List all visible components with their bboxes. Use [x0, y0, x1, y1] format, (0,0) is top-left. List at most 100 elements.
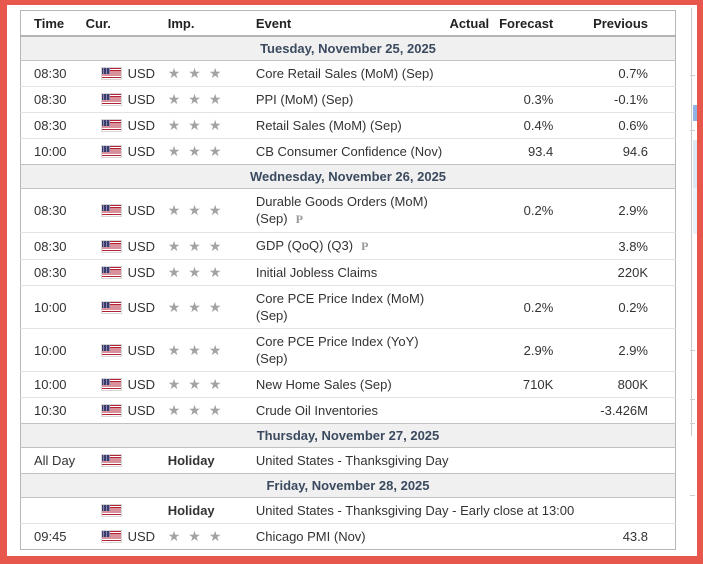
us-flag-icon: [101, 94, 121, 105]
event-currency: USD: [85, 285, 166, 329]
star-icon: ★: [188, 341, 201, 358]
event-previous: 220K: [553, 259, 676, 286]
event-row: 08:30 USD ★ ★ ★ PPI (MoM) (Sep) 0.3% -0.1%: [20, 86, 676, 113]
event-row: 08:30 USD ★ ★ ★ Initial Jobless Claims 220K: [20, 259, 676, 286]
event-title[interactable]: Chicago PMI (Nov): [255, 529, 366, 544]
us-flag-icon: [101, 505, 121, 516]
preliminary-icon: P: [361, 239, 369, 253]
event-row: 10:00 USD ★ ★ ★ CB Consumer Confidence (Nov) 9…: [20, 138, 676, 165]
star-icon: ★: [167, 65, 181, 81]
star-icon: ★: [208, 237, 222, 254]
col-header-previous: Previous: [553, 10, 676, 37]
currency-code: USD: [127, 377, 156, 392]
us-flag-icon: [101, 240, 121, 252]
star-icon: ★: [188, 65, 201, 81]
us-flag-icon: [101, 267, 121, 278]
event-title[interactable]: New Home Sales (Sep): [255, 377, 392, 392]
event-time: 10:00: [20, 285, 86, 329]
event-time: 10:00: [20, 371, 86, 398]
currency-code: USD: [127, 403, 156, 418]
flag-canton: [101, 301, 110, 308]
day-header-label: Tuesday, November 25, 2025: [20, 35, 676, 61]
event-title[interactable]: PPI (MoM) (Sep): [255, 92, 354, 107]
event-time: 08:30: [20, 232, 86, 260]
edge-tick: [690, 399, 695, 400]
event-row: Holiday United States - Thanksgiving Day …: [20, 497, 676, 524]
event-forecast: 710K: [489, 371, 554, 398]
event-forecast: 2.9%: [489, 328, 554, 372]
flag-canton: [101, 94, 110, 100]
flag-canton: [101, 68, 110, 74]
us-flag-icon: [101, 68, 121, 79]
day-header-label: Wednesday, November 26, 2025: [20, 164, 676, 189]
event-time: 08:30: [20, 259, 86, 286]
event-currency: USD: [85, 523, 166, 550]
event-name-cell: New Home Sales (Sep): [252, 371, 450, 398]
event-currency: USD: [85, 232, 166, 260]
us-flag-icon: [101, 379, 121, 390]
event-title[interactable]: Durable Goods Orders (MoM) (Sep): [255, 194, 428, 226]
event-currency: USD: [85, 397, 166, 424]
star-icon: ★: [167, 237, 181, 254]
day-header-label: Thursday, November 27, 2025: [20, 423, 676, 448]
event-currency: USD: [85, 328, 166, 372]
star-icon: ★: [208, 91, 222, 107]
event-importance: ★ ★ ★: [165, 397, 253, 424]
event-title[interactable]: Retail Sales (MoM) (Sep): [255, 118, 402, 133]
event-row: 10:30 USD ★ ★ ★ Crude Oil Inventories -3.426M: [20, 397, 676, 424]
event-previous: 2.9%: [553, 188, 676, 233]
event-forecast: [489, 259, 554, 286]
edge-tick: [690, 350, 695, 351]
event-name-cell: Retail Sales (MoM) (Sep): [252, 112, 450, 139]
event-title[interactable]: Crude Oil Inventories: [255, 403, 378, 418]
event-title[interactable]: GDP (QoQ) (Q3): [255, 238, 354, 253]
us-flag-icon: [101, 531, 121, 542]
event-row: 08:30 USD ★ ★ ★ GDP (QoQ) (Q3) P 3.8%: [20, 232, 676, 260]
us-flag-icon: [101, 301, 121, 313]
us-flag-icon: [101, 344, 121, 356]
event-row: 10:00 USD ★ ★ ★ Core PCE Price Index (YoY) (S…: [20, 328, 676, 372]
event-importance: ★ ★ ★: [165, 112, 253, 139]
event-name-cell: Chicago PMI (Nov): [252, 523, 450, 550]
event-name-cell: Crude Oil Inventories: [252, 397, 450, 424]
event-currency: USD: [85, 138, 166, 165]
event-actual: [449, 232, 490, 260]
star-icon: ★: [208, 402, 222, 418]
event-title[interactable]: Core Retail Sales (MoM) (Sep): [255, 66, 434, 81]
star-icon: ★: [208, 202, 222, 218]
currency-code: USD: [127, 265, 156, 280]
event-previous: -3.426M: [553, 397, 676, 424]
event-time: 10:00: [20, 138, 86, 165]
flag-canton: [101, 120, 110, 126]
event-title[interactable]: CB Consumer Confidence (Nov): [255, 144, 443, 159]
star-icon: ★: [208, 341, 222, 358]
event-name-cell: PPI (MoM) (Sep): [252, 86, 450, 113]
event-title[interactable]: Initial Jobless Claims: [255, 265, 378, 280]
event-title[interactable]: United States - Thanksgiving Day: [255, 453, 449, 468]
event-actual: [449, 259, 490, 286]
day-header-label: Friday, November 28, 2025: [20, 473, 676, 498]
event-forecast: [489, 397, 554, 424]
currency-code: USD: [127, 342, 156, 358]
star-icon: ★: [208, 528, 222, 544]
flag-canton: [101, 505, 110, 511]
star-icon: ★: [167, 298, 181, 315]
holiday-label: Holiday: [167, 503, 215, 518]
event-importance: ★ ★ ★: [165, 328, 253, 372]
currency-code: USD: [127, 529, 156, 544]
event-actual: [449, 138, 490, 165]
event-title[interactable]: Core PCE Price Index (MoM) (Sep): [255, 291, 425, 323]
flag-canton: [101, 146, 110, 152]
event-previous: 0.6%: [553, 112, 676, 139]
event-row: 10:00 USD ★ ★ ★ Core PCE Price Index (MoM) (S…: [20, 285, 676, 329]
us-flag-icon: [101, 146, 121, 157]
window-edge-line: [691, 8, 692, 436]
event-row: 10:00 USD ★ ★ ★ New Home Sales (Sep) 710K 800K: [20, 371, 676, 398]
event-currency: USD: [85, 112, 166, 139]
star-icon: ★: [167, 202, 181, 218]
event-title[interactable]: Core PCE Price Index (YoY) (Sep): [255, 334, 419, 366]
event-time: 10:30: [20, 397, 86, 424]
event-title[interactable]: United States - Thanksgiving Day - Early…: [255, 503, 575, 518]
star-icon: ★: [188, 376, 201, 392]
event-actual: [449, 60, 490, 87]
